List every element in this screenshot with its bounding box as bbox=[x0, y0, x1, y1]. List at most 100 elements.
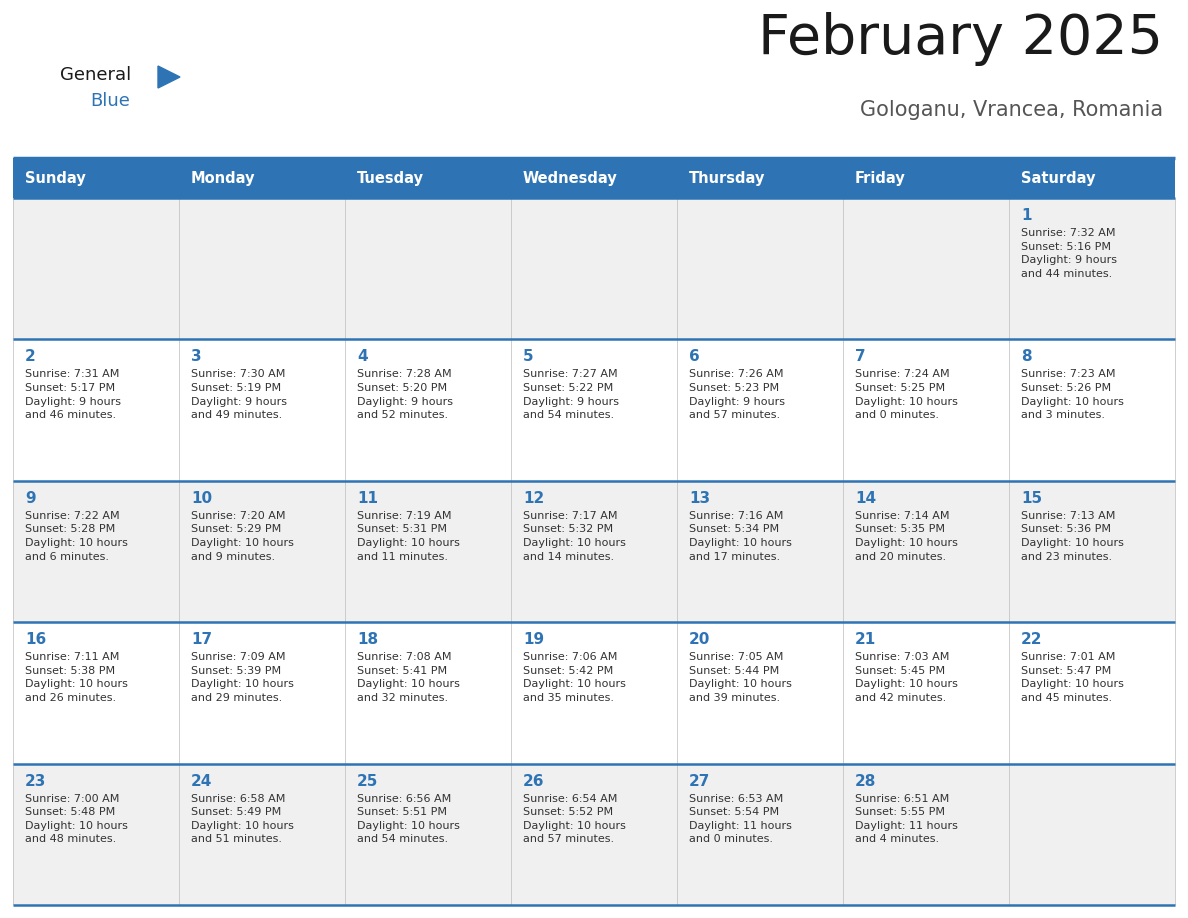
Text: General: General bbox=[61, 66, 131, 84]
Text: 6: 6 bbox=[689, 350, 700, 364]
Bar bbox=[677, 158, 843, 198]
Bar bbox=[13, 340, 179, 481]
Text: 9: 9 bbox=[25, 491, 36, 506]
Text: Sunrise: 6:53 AM
Sunset: 5:54 PM
Daylight: 11 hours
and 0 minutes.: Sunrise: 6:53 AM Sunset: 5:54 PM Dayligh… bbox=[689, 793, 792, 845]
Text: 19: 19 bbox=[523, 633, 544, 647]
Bar bbox=[1009, 481, 1175, 622]
Text: 13: 13 bbox=[689, 491, 710, 506]
Text: 11: 11 bbox=[358, 491, 378, 506]
Text: 20: 20 bbox=[689, 633, 710, 647]
Text: Sunrise: 7:14 AM
Sunset: 5:35 PM
Daylight: 10 hours
and 20 minutes.: Sunrise: 7:14 AM Sunset: 5:35 PM Dayligh… bbox=[855, 510, 958, 562]
Bar bbox=[179, 340, 345, 481]
Bar bbox=[1009, 622, 1175, 764]
Text: Sunrise: 7:08 AM
Sunset: 5:41 PM
Daylight: 10 hours
and 32 minutes.: Sunrise: 7:08 AM Sunset: 5:41 PM Dayligh… bbox=[358, 652, 460, 703]
Bar bbox=[345, 764, 511, 905]
Text: Sunrise: 7:23 AM
Sunset: 5:26 PM
Daylight: 10 hours
and 3 minutes.: Sunrise: 7:23 AM Sunset: 5:26 PM Dayligh… bbox=[1020, 369, 1124, 420]
Text: Wednesday: Wednesday bbox=[523, 171, 618, 185]
Text: Sunrise: 7:11 AM
Sunset: 5:38 PM
Daylight: 10 hours
and 26 minutes.: Sunrise: 7:11 AM Sunset: 5:38 PM Dayligh… bbox=[25, 652, 128, 703]
Text: Sunrise: 6:56 AM
Sunset: 5:51 PM
Daylight: 10 hours
and 54 minutes.: Sunrise: 6:56 AM Sunset: 5:51 PM Dayligh… bbox=[358, 793, 460, 845]
Text: 8: 8 bbox=[1020, 350, 1031, 364]
Bar bbox=[511, 198, 677, 340]
Bar bbox=[345, 340, 511, 481]
Bar bbox=[1009, 764, 1175, 905]
Bar bbox=[1009, 198, 1175, 340]
Text: Sunrise: 7:19 AM
Sunset: 5:31 PM
Daylight: 10 hours
and 11 minutes.: Sunrise: 7:19 AM Sunset: 5:31 PM Dayligh… bbox=[358, 510, 460, 562]
Bar bbox=[345, 158, 511, 198]
Text: Blue: Blue bbox=[90, 92, 129, 110]
Bar bbox=[345, 622, 511, 764]
Text: Sunrise: 7:05 AM
Sunset: 5:44 PM
Daylight: 10 hours
and 39 minutes.: Sunrise: 7:05 AM Sunset: 5:44 PM Dayligh… bbox=[689, 652, 792, 703]
Text: Sunrise: 7:17 AM
Sunset: 5:32 PM
Daylight: 10 hours
and 14 minutes.: Sunrise: 7:17 AM Sunset: 5:32 PM Dayligh… bbox=[523, 510, 626, 562]
Text: Sunrise: 7:28 AM
Sunset: 5:20 PM
Daylight: 9 hours
and 52 minutes.: Sunrise: 7:28 AM Sunset: 5:20 PM Dayligh… bbox=[358, 369, 453, 420]
Text: 2: 2 bbox=[25, 350, 36, 364]
Bar bbox=[179, 764, 345, 905]
Text: 17: 17 bbox=[191, 633, 213, 647]
Text: Sunrise: 6:54 AM
Sunset: 5:52 PM
Daylight: 10 hours
and 57 minutes.: Sunrise: 6:54 AM Sunset: 5:52 PM Dayligh… bbox=[523, 793, 626, 845]
Text: Sunrise: 7:13 AM
Sunset: 5:36 PM
Daylight: 10 hours
and 23 minutes.: Sunrise: 7:13 AM Sunset: 5:36 PM Dayligh… bbox=[1020, 510, 1124, 562]
Text: 28: 28 bbox=[855, 774, 877, 789]
Text: 3: 3 bbox=[191, 350, 202, 364]
Text: 14: 14 bbox=[855, 491, 876, 506]
Text: February 2025: February 2025 bbox=[758, 12, 1163, 66]
Bar bbox=[677, 340, 843, 481]
Text: Sunrise: 7:31 AM
Sunset: 5:17 PM
Daylight: 9 hours
and 46 minutes.: Sunrise: 7:31 AM Sunset: 5:17 PM Dayligh… bbox=[25, 369, 121, 420]
Text: 5: 5 bbox=[523, 350, 533, 364]
Bar bbox=[677, 764, 843, 905]
Text: Sunrise: 7:01 AM
Sunset: 5:47 PM
Daylight: 10 hours
and 45 minutes.: Sunrise: 7:01 AM Sunset: 5:47 PM Dayligh… bbox=[1020, 652, 1124, 703]
Text: Sunrise: 7:06 AM
Sunset: 5:42 PM
Daylight: 10 hours
and 35 minutes.: Sunrise: 7:06 AM Sunset: 5:42 PM Dayligh… bbox=[523, 652, 626, 703]
Text: Sunrise: 6:51 AM
Sunset: 5:55 PM
Daylight: 11 hours
and 4 minutes.: Sunrise: 6:51 AM Sunset: 5:55 PM Dayligh… bbox=[855, 793, 958, 845]
Bar bbox=[179, 622, 345, 764]
Text: Friday: Friday bbox=[855, 171, 905, 185]
Text: 24: 24 bbox=[191, 774, 213, 789]
Bar bbox=[179, 198, 345, 340]
Bar bbox=[13, 158, 179, 198]
Text: Sunrise: 7:27 AM
Sunset: 5:22 PM
Daylight: 9 hours
and 54 minutes.: Sunrise: 7:27 AM Sunset: 5:22 PM Dayligh… bbox=[523, 369, 619, 420]
Text: 27: 27 bbox=[689, 774, 710, 789]
Bar bbox=[179, 158, 345, 198]
Text: 12: 12 bbox=[523, 491, 544, 506]
Bar bbox=[511, 158, 677, 198]
Bar bbox=[843, 340, 1009, 481]
Text: 16: 16 bbox=[25, 633, 46, 647]
Text: Gologanu, Vrancea, Romania: Gologanu, Vrancea, Romania bbox=[860, 100, 1163, 120]
Bar bbox=[843, 764, 1009, 905]
Bar bbox=[345, 198, 511, 340]
Text: Sunrise: 7:03 AM
Sunset: 5:45 PM
Daylight: 10 hours
and 42 minutes.: Sunrise: 7:03 AM Sunset: 5:45 PM Dayligh… bbox=[855, 652, 958, 703]
Bar bbox=[13, 622, 179, 764]
Bar bbox=[511, 340, 677, 481]
Text: 10: 10 bbox=[191, 491, 213, 506]
Polygon shape bbox=[158, 66, 181, 88]
Bar bbox=[13, 481, 179, 622]
Bar bbox=[1009, 158, 1175, 198]
Text: 7: 7 bbox=[855, 350, 866, 364]
Bar bbox=[13, 764, 179, 905]
Bar bbox=[843, 158, 1009, 198]
Bar bbox=[1009, 340, 1175, 481]
Bar bbox=[13, 198, 179, 340]
Bar bbox=[511, 764, 677, 905]
Bar bbox=[179, 481, 345, 622]
Bar bbox=[677, 622, 843, 764]
Text: Sunrise: 7:22 AM
Sunset: 5:28 PM
Daylight: 10 hours
and 6 minutes.: Sunrise: 7:22 AM Sunset: 5:28 PM Dayligh… bbox=[25, 510, 128, 562]
Bar bbox=[511, 481, 677, 622]
Text: 15: 15 bbox=[1020, 491, 1042, 506]
Text: 23: 23 bbox=[25, 774, 46, 789]
Text: Sunrise: 7:00 AM
Sunset: 5:48 PM
Daylight: 10 hours
and 48 minutes.: Sunrise: 7:00 AM Sunset: 5:48 PM Dayligh… bbox=[25, 793, 128, 845]
Text: 22: 22 bbox=[1020, 633, 1043, 647]
Text: Sunday: Sunday bbox=[25, 171, 86, 185]
Bar bbox=[843, 622, 1009, 764]
Bar bbox=[511, 622, 677, 764]
Text: Monday: Monday bbox=[191, 171, 255, 185]
Text: 4: 4 bbox=[358, 350, 367, 364]
Text: 18: 18 bbox=[358, 633, 378, 647]
Text: 1: 1 bbox=[1020, 208, 1031, 223]
Text: Sunrise: 7:24 AM
Sunset: 5:25 PM
Daylight: 10 hours
and 0 minutes.: Sunrise: 7:24 AM Sunset: 5:25 PM Dayligh… bbox=[855, 369, 958, 420]
Bar bbox=[345, 481, 511, 622]
Bar bbox=[843, 198, 1009, 340]
Text: 26: 26 bbox=[523, 774, 544, 789]
Text: Sunrise: 7:16 AM
Sunset: 5:34 PM
Daylight: 10 hours
and 17 minutes.: Sunrise: 7:16 AM Sunset: 5:34 PM Dayligh… bbox=[689, 510, 792, 562]
Text: Sunrise: 7:26 AM
Sunset: 5:23 PM
Daylight: 9 hours
and 57 minutes.: Sunrise: 7:26 AM Sunset: 5:23 PM Dayligh… bbox=[689, 369, 785, 420]
Text: Sunrise: 7:09 AM
Sunset: 5:39 PM
Daylight: 10 hours
and 29 minutes.: Sunrise: 7:09 AM Sunset: 5:39 PM Dayligh… bbox=[191, 652, 293, 703]
Text: Thursday: Thursday bbox=[689, 171, 765, 185]
Text: Sunrise: 7:32 AM
Sunset: 5:16 PM
Daylight: 9 hours
and 44 minutes.: Sunrise: 7:32 AM Sunset: 5:16 PM Dayligh… bbox=[1020, 228, 1117, 279]
